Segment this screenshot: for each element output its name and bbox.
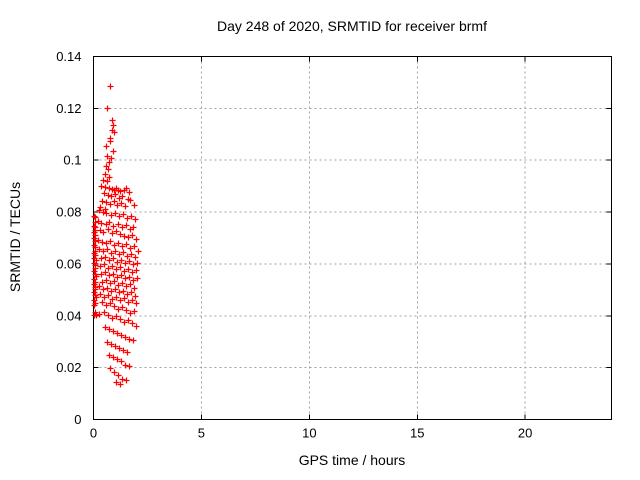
y-tick-label: 0.12 [56, 101, 81, 116]
x-tick-label: 10 [302, 426, 316, 441]
x-axis-label: GPS time / hours [298, 452, 406, 468]
y-tick-label: 0.02 [56, 360, 81, 375]
gridlines [94, 57, 611, 419]
y-tick-label: 0 [74, 412, 81, 427]
y-tick-label: 0.14 [56, 49, 81, 64]
x-tick-label: 15 [410, 426, 424, 441]
scatter-points-path [91, 83, 142, 388]
x-tick-label: 5 [198, 426, 205, 441]
y-tick-label: 0.1 [63, 153, 81, 168]
x-tick-label: 0 [90, 426, 97, 441]
tick-marks [93, 56, 612, 420]
x-tick-label: 20 [518, 426, 532, 441]
plot-border [93, 56, 612, 420]
tick-labels: 0 5 10 15 20 0 0.02 0.04 0.06 0.08 0.1 0.12 0.14 [56, 49, 532, 441]
y-tick-label: 0.06 [56, 256, 81, 271]
y-tick-label: 0.04 [56, 308, 81, 323]
y-tick-label: 0.08 [56, 205, 81, 220]
chart-title: Day 248 of 2020, SRMTID for receiver brm… [217, 18, 487, 34]
